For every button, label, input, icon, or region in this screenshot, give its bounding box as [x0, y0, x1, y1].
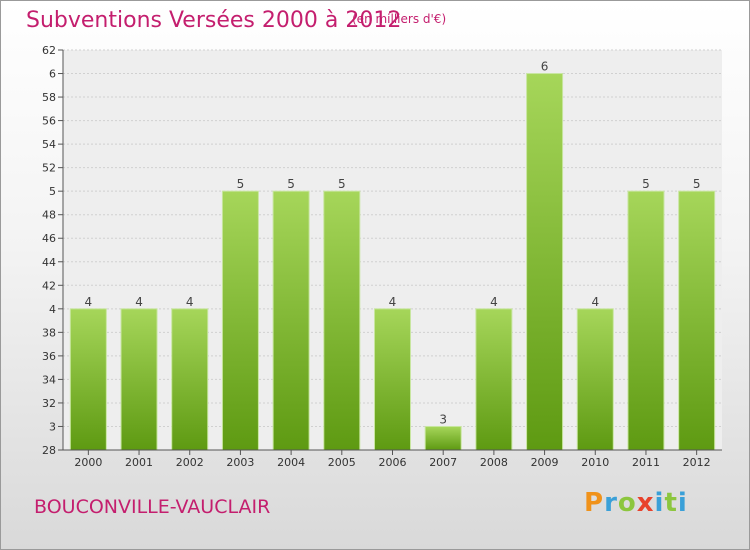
x-tick-label: 2008 [480, 456, 508, 469]
value-label: 5 [237, 177, 245, 191]
bar [69, 308, 107, 451]
y-tick-label: 6 [49, 68, 56, 81]
bar [627, 190, 665, 451]
logo-letter: t [664, 488, 678, 518]
value-label: 5 [338, 177, 346, 191]
value-label: 5 [642, 177, 650, 191]
y-tick-label: 44 [42, 256, 56, 269]
x-tick-label: 2002 [176, 456, 204, 469]
value-label: 4 [591, 295, 599, 309]
y-tick-label: 56 [42, 115, 56, 128]
bar [424, 425, 462, 451]
bar [221, 190, 259, 451]
y-tick-label: 38 [42, 326, 56, 339]
x-tick-label: 2004 [277, 456, 305, 469]
bar [323, 190, 361, 451]
bar [171, 308, 209, 451]
y-tick-label: 62 [42, 44, 56, 57]
logo-letter: i [677, 488, 688, 518]
chart-subtitle: (en milliers d'€) [352, 12, 447, 26]
x-tick-label: 2000 [74, 456, 102, 469]
value-label: 4 [389, 295, 397, 309]
logo-letter: o [617, 488, 637, 518]
bar [526, 73, 564, 451]
y-tick-label: 36 [42, 350, 56, 363]
chart-title: Subventions Versées 2000 à 2012 [26, 8, 402, 33]
y-tick-label: 42 [42, 279, 56, 292]
value-label: 6 [541, 60, 549, 74]
value-label: 4 [490, 295, 498, 309]
y-tick-label: 48 [42, 209, 56, 222]
x-tick-label: 2003 [226, 456, 254, 469]
x-tick-label: 2006 [379, 456, 407, 469]
x-tick-label: 2010 [581, 456, 609, 469]
bar [120, 308, 158, 451]
x-tick-label: 2011 [632, 456, 660, 469]
y-tick-label: 54 [42, 138, 56, 151]
y-tick-label: 58 [42, 91, 56, 104]
commune-name: BOUCONVILLE-VAUCLAIR [34, 496, 271, 518]
x-tick-label: 2005 [328, 456, 356, 469]
x-tick-label: 2009 [531, 456, 559, 469]
bar [272, 190, 310, 451]
bar [576, 308, 614, 451]
value-label: 5 [287, 177, 295, 191]
y-tick-label: 34 [42, 373, 56, 386]
bar [374, 308, 411, 451]
value-label: 3 [439, 412, 447, 426]
bar [678, 190, 716, 451]
y-tick-label: 46 [42, 232, 56, 245]
y-tick-label: 5 [49, 185, 56, 198]
x-tick-label: 2007 [429, 456, 457, 469]
y-tick-label: 52 [42, 162, 56, 175]
y-tick-label: 28 [42, 444, 56, 457]
x-tick-label: 2012 [683, 456, 711, 469]
bar [475, 308, 513, 451]
y-tick-label: 4 [49, 303, 56, 316]
value-label: 5 [693, 177, 701, 191]
logo-letter: i [654, 488, 665, 518]
y-tick-label: 32 [42, 397, 56, 410]
logo-letter: r [604, 488, 618, 518]
logo-letter: P [584, 488, 605, 518]
y-tick-label: 3 [49, 420, 56, 433]
value-label: 4 [85, 295, 93, 309]
logo-letter: x [636, 488, 655, 518]
value-label: 4 [186, 295, 194, 309]
proxiti-logo[interactable]: Proxiti [584, 488, 688, 518]
x-tick-label: 2001 [125, 456, 153, 469]
value-label: 4 [135, 295, 143, 309]
